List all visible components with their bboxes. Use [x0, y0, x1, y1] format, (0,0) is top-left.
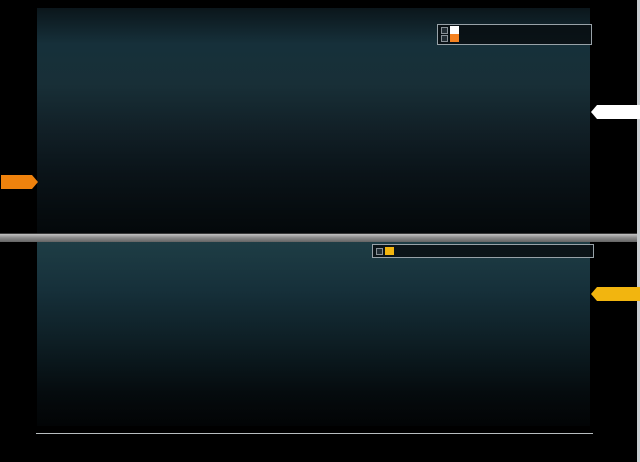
- legend-checkbox-icon[interactable]: [441, 26, 448, 34]
- x-axis-line: [36, 433, 593, 434]
- spread-legend[interactable]: [372, 244, 594, 258]
- gdbr10-color-chip-icon: [450, 26, 459, 34]
- spread-last-price-box: [591, 287, 640, 301]
- spread-chart-canvas: [37, 242, 590, 426]
- pane-divider-handle[interactable]: [0, 233, 637, 242]
- window-edge-strip: [637, 0, 640, 462]
- price-arrow-icon: [591, 287, 597, 301]
- price-arrow-icon: [32, 175, 38, 189]
- top-legend[interactable]: [437, 24, 592, 45]
- gdbr10-last-price-box: [591, 105, 640, 119]
- price-arrow-icon: [591, 105, 597, 119]
- legend-row-spread[interactable]: [376, 247, 590, 255]
- x-axis: [0, 426, 640, 462]
- top-chart-pane[interactable]: [37, 8, 592, 233]
- spread-color-chip-icon: [385, 247, 394, 255]
- gspg10yr-last-price-box: [1, 175, 38, 189]
- legend-row-gdbr10[interactable]: [441, 26, 588, 34]
- legend-checkbox-icon[interactable]: [376, 247, 383, 255]
- spread-chart-pane[interactable]: [37, 242, 594, 426]
- gspg10yr-color-chip-icon: [450, 34, 459, 42]
- legend-checkbox-icon[interactable]: [441, 34, 448, 42]
- legend-row-gspg10yr[interactable]: [441, 34, 588, 42]
